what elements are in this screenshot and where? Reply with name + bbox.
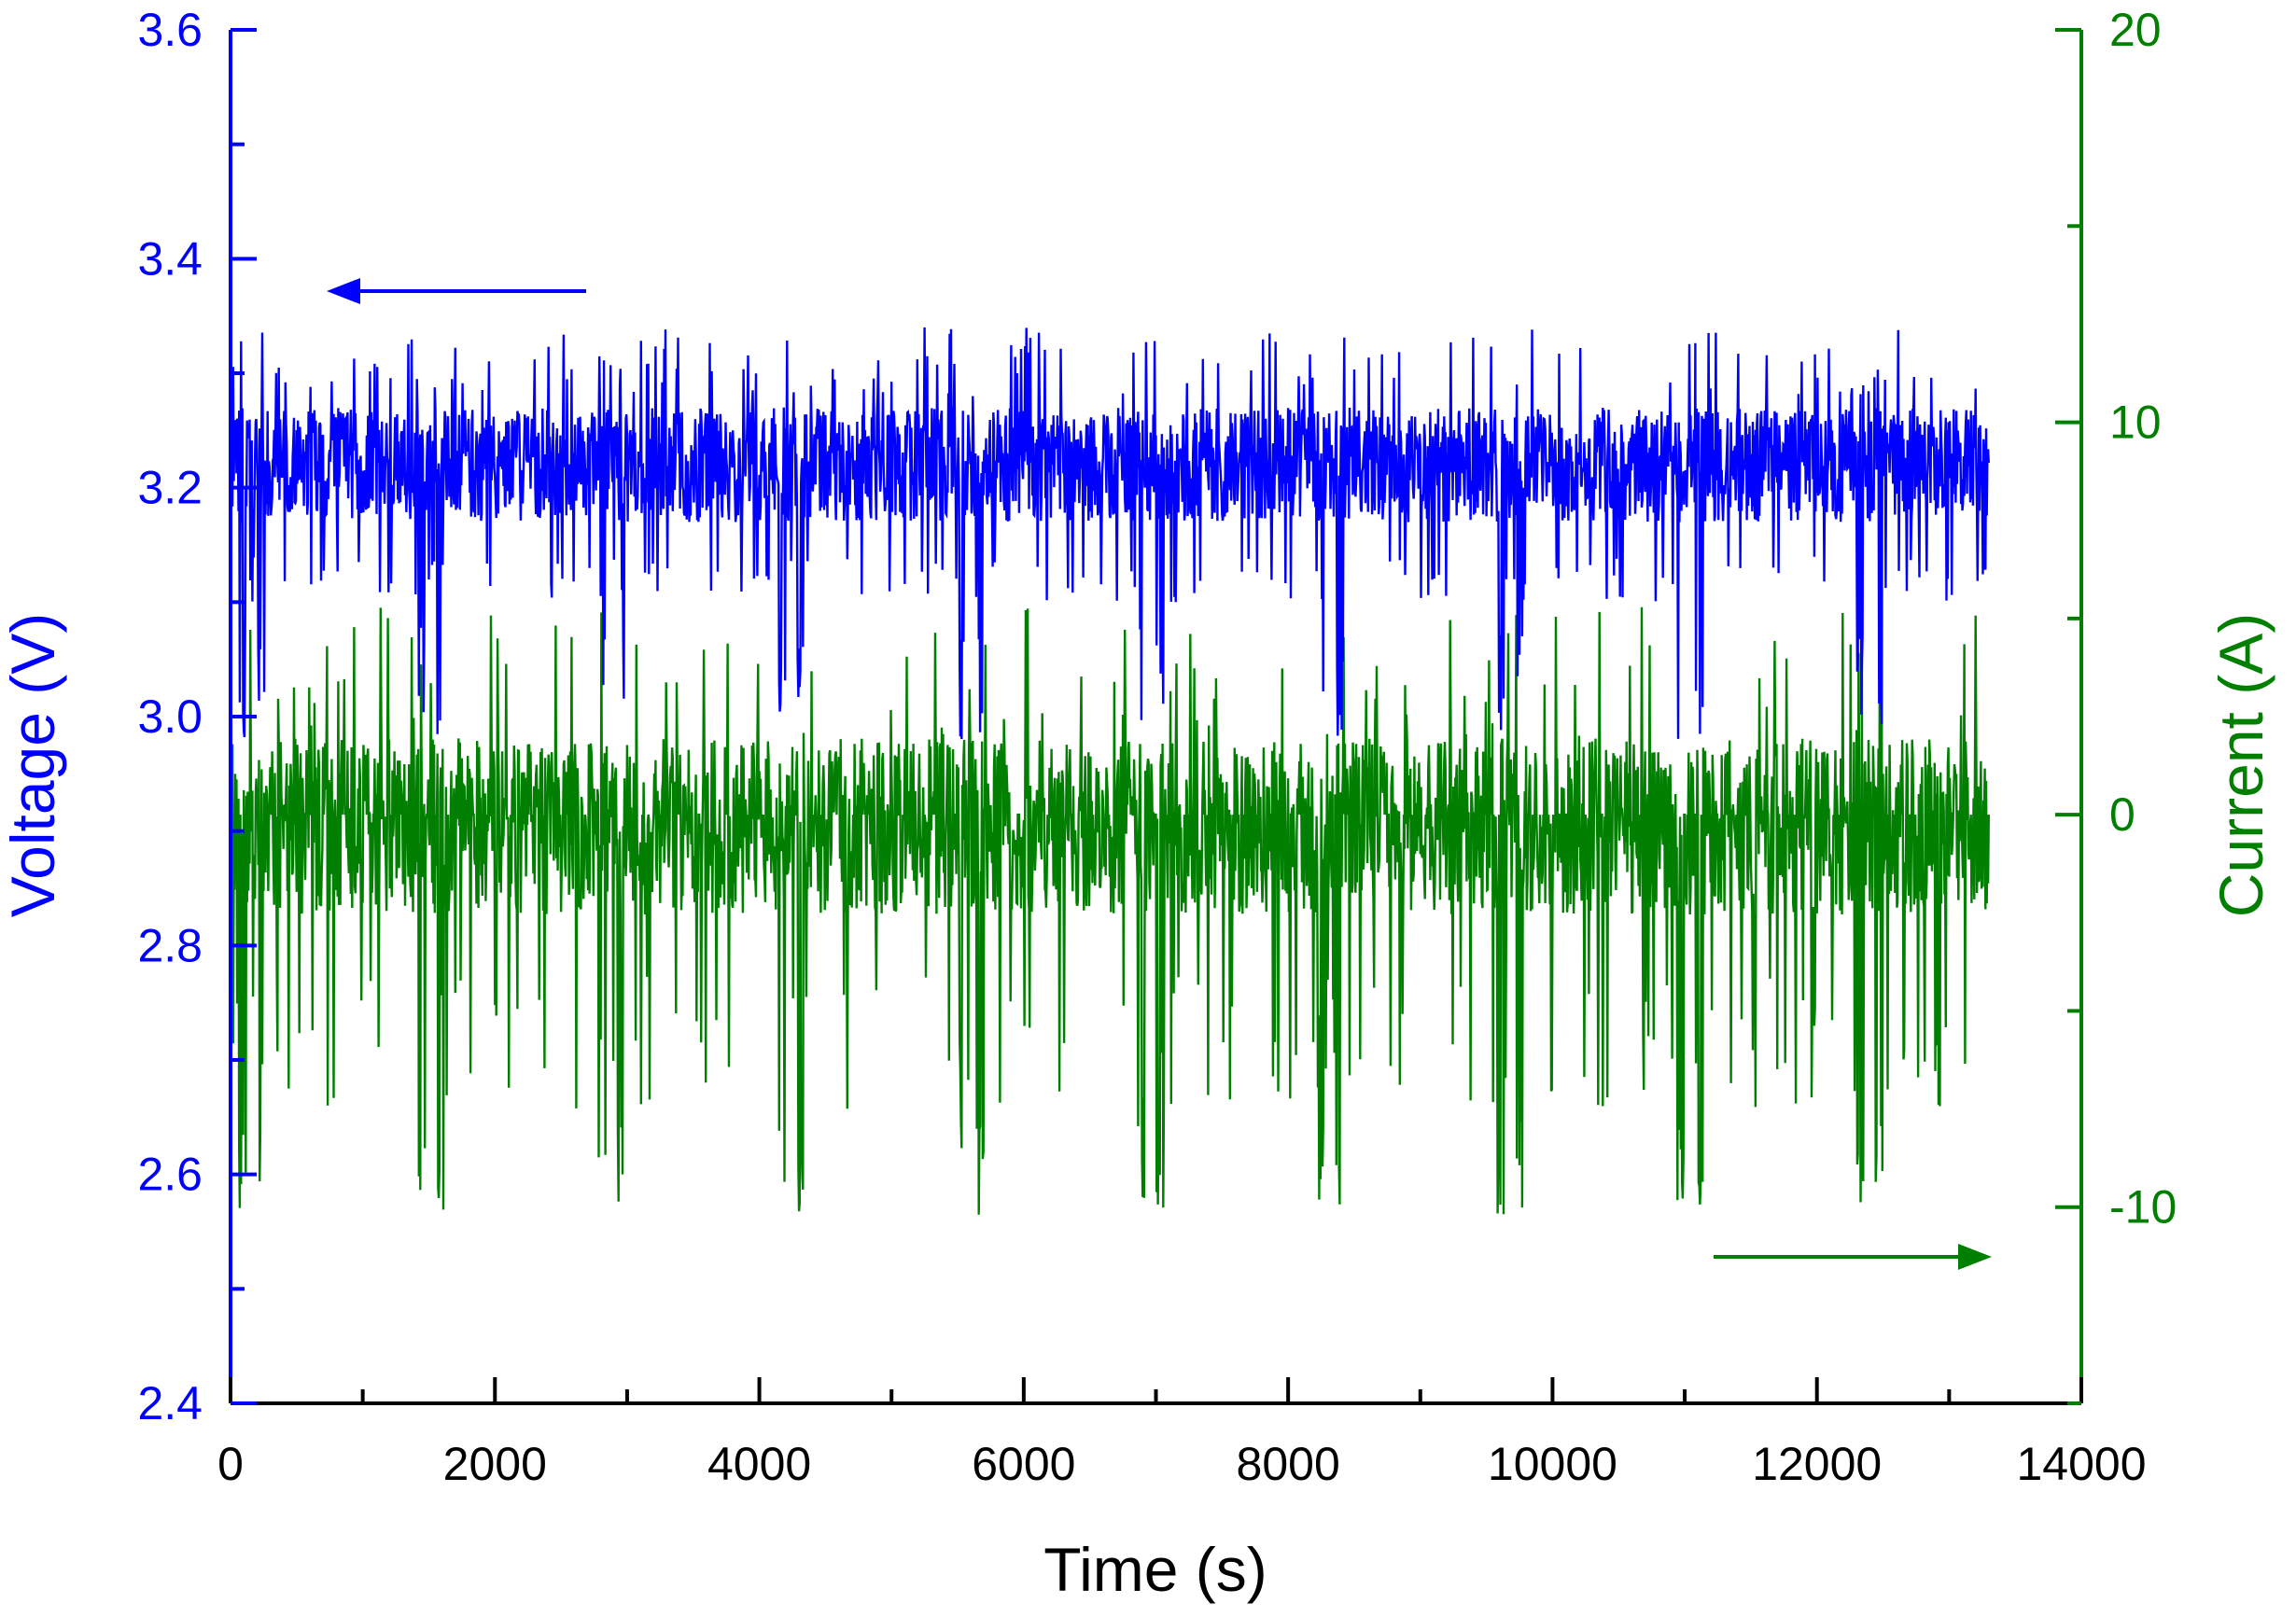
- right-tick-label: 0: [2109, 788, 2135, 841]
- left-tick-label: 2.4: [137, 1377, 203, 1429]
- x-tick-label: 10000: [1488, 1438, 1617, 1490]
- right-tick-label: -10: [2109, 1181, 2177, 1234]
- x-tick-label: 8000: [1237, 1438, 1340, 1490]
- voltage-arrow-head: [327, 278, 360, 304]
- left-tick-label: 2.6: [137, 1149, 203, 1201]
- left-tick-label: 2.8: [137, 919, 203, 971]
- right-axis-title: Current (A): [2206, 613, 2275, 917]
- x-tick-label: 6000: [972, 1438, 1075, 1490]
- right-tick-label: 10: [2109, 397, 2162, 449]
- voltage-arrow-annotation: [327, 278, 586, 304]
- x-tick-label: 2000: [443, 1438, 547, 1490]
- voltage-series-line: [229, 327, 1990, 740]
- current-series-line: [229, 606, 1990, 1215]
- left-tick-label: 3.0: [137, 690, 203, 743]
- x-tick-label: 14000: [2016, 1438, 2146, 1490]
- left-axis-title: Voltage (V): [0, 613, 67, 918]
- left-tick-label: 3.6: [137, 4, 203, 56]
- x-tick-label: 4000: [707, 1438, 811, 1490]
- labels-layer: 0 2000 4000 6000 8000 10000 12000 14000 2.4 2.6 2.…: [137, 4, 2177, 1490]
- current-arrow-head: [1958, 1244, 1992, 1270]
- current-arrow-annotation: [1714, 1244, 1992, 1270]
- x-tick-label: 0: [217, 1438, 244, 1490]
- left-tick-label: 3.4: [137, 232, 203, 285]
- left-tick-label: 3.2: [137, 462, 203, 514]
- x-axis-title: Time (s): [1043, 1535, 1267, 1604]
- axes-layer: [229, 30, 2083, 1405]
- right-tick-label: 20: [2109, 4, 2162, 56]
- x-tick-label: 12000: [1752, 1438, 1882, 1490]
- ticks-layer: [229, 28, 2083, 1405]
- series-layer: [229, 327, 1990, 1215]
